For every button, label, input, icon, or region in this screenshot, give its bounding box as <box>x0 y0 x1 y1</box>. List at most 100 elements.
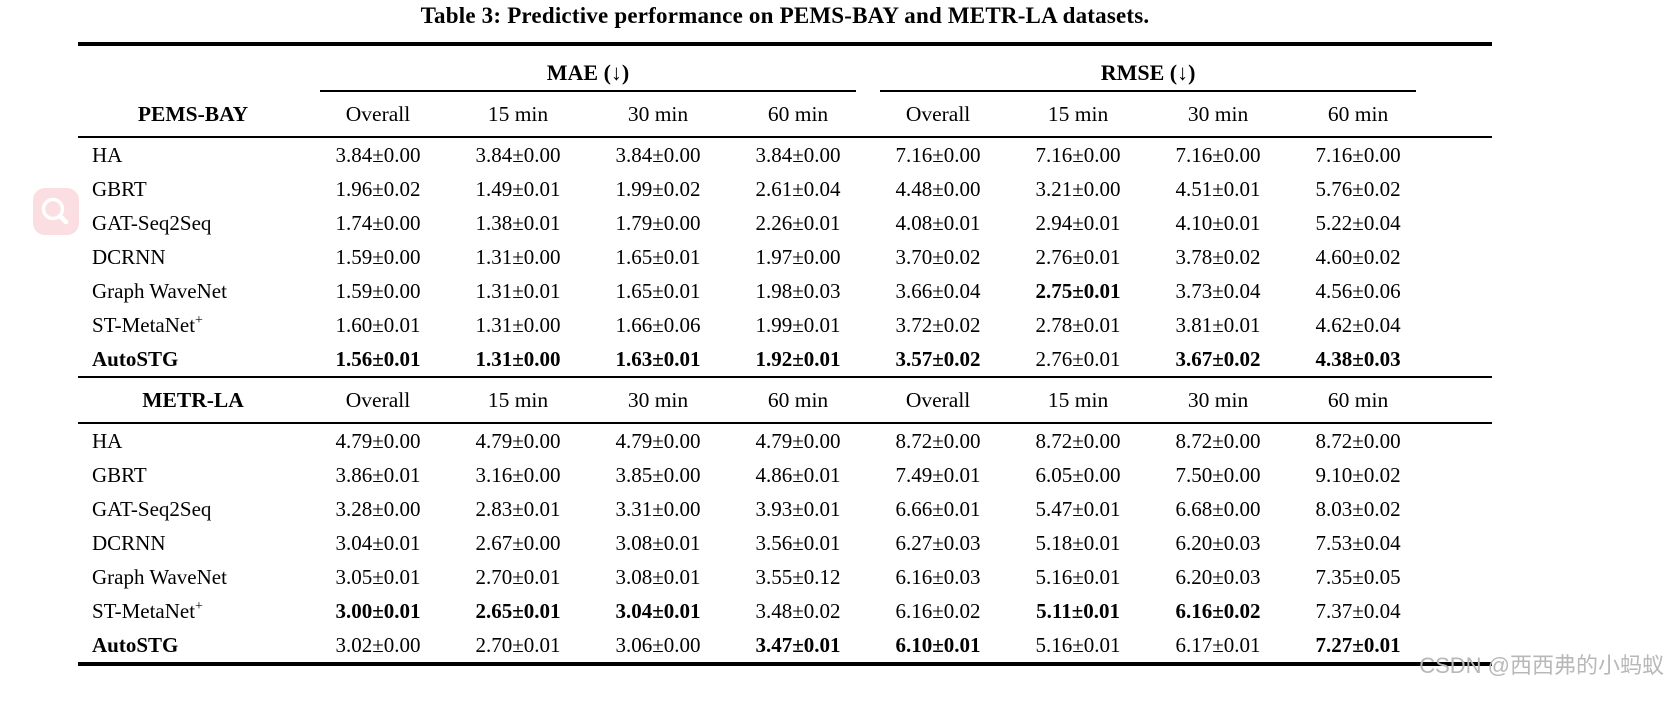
metric-cell: 7.49±0.01 <box>895 462 981 487</box>
spacer-cell <box>1428 240 1492 274</box>
table-row: HA 4.79±0.00 4.79±0.00 4.79±0.00 4.79±0.00 8.… <box>78 423 1492 458</box>
metric-cell: 5.76±0.02 <box>1315 176 1401 201</box>
metric-cell: 3.08±0.01 <box>615 564 701 589</box>
rmse-group-label: RMSE (↓) <box>880 60 1417 92</box>
metric-cell: 6.16±0.03 <box>895 564 981 589</box>
metric-cell: 4.56±0.06 <box>1315 278 1401 303</box>
metric-cell: 1.60±0.01 <box>335 312 421 337</box>
model-name-label: DCRNN <box>92 244 166 269</box>
mae-group-label: MAE (↓) <box>320 60 857 92</box>
metric-cell: 2.67±0.00 <box>475 530 561 555</box>
metric-cell: 2.75±0.01 <box>1035 278 1121 303</box>
metric-cell: 4.79±0.00 <box>335 428 421 453</box>
metric-cell: 8.72±0.00 <box>895 428 981 453</box>
metric-cell: 3.85±0.00 <box>615 462 701 487</box>
metric-cell: 3.93±0.01 <box>755 496 841 521</box>
metric-cell: 6.16±0.02 <box>1175 598 1261 623</box>
metric-cell: 1.56±0.01 <box>335 346 421 371</box>
metric-cell: 4.08±0.01 <box>895 210 981 235</box>
metric-cell: 1.98±0.03 <box>755 278 841 303</box>
model-name-label: AutoSTG <box>92 346 179 371</box>
metric-cell: 3.28±0.00 <box>335 496 421 521</box>
table-row: GBRT 1.96±0.02 1.49±0.01 1.99±0.02 2.61±0.04… <box>78 172 1492 206</box>
spacer-cell <box>1428 172 1492 206</box>
metric-cell: 1.31±0.01 <box>475 278 561 303</box>
metric-cell: 7.53±0.04 <box>1315 530 1401 555</box>
metric-group-row: MAE (↓) RMSE (↓) <box>78 44 1492 92</box>
metric-cell: 3.84±0.00 <box>335 142 421 167</box>
image-search-button[interactable] <box>33 188 79 235</box>
metric-cell: 4.51±0.01 <box>1175 176 1261 201</box>
metric-cell: 2.61±0.04 <box>755 176 841 201</box>
metric-cell: 7.50±0.00 <box>1175 462 1261 487</box>
metric-cell: 1.99±0.02 <box>615 176 701 201</box>
metric-cell: 4.79±0.00 <box>615 428 701 453</box>
model-name-cell: DCRNN <box>78 526 308 560</box>
metric-cell: 7.16±0.00 <box>1315 142 1401 167</box>
model-name-label: ST-MetaNet <box>92 598 196 623</box>
column-header: 30 min <box>588 376 728 424</box>
model-name-cell: Graph WaveNet <box>78 274 308 308</box>
metric-cell: 3.66±0.04 <box>895 278 981 303</box>
metric-cell: 3.57±0.02 <box>895 346 981 371</box>
metric-cell: 3.21±0.00 <box>1035 176 1121 201</box>
table-row: GAT-Seq2Seq 1.74±0.00 1.38±0.01 1.79±0.00 2.… <box>78 206 1492 240</box>
metric-cell: 2.78±0.01 <box>1035 312 1121 337</box>
metric-cell: 4.48±0.00 <box>895 176 981 201</box>
metric-cell: 1.49±0.01 <box>475 176 561 201</box>
metric-cell: 5.18±0.01 <box>1035 530 1121 555</box>
metric-cell: 5.22±0.04 <box>1315 210 1401 235</box>
spacer-cell <box>1428 594 1492 628</box>
metric-cell: 3.67±0.02 <box>1175 346 1261 371</box>
metric-cell: 7.16±0.00 <box>895 142 981 167</box>
column-header: 15 min <box>448 376 588 424</box>
column-header: 30 min <box>588 92 728 138</box>
metric-cell: 6.27±0.03 <box>895 530 981 555</box>
metric-cell: 3.81±0.01 <box>1175 312 1261 337</box>
metric-cell: 6.16±0.02 <box>895 598 981 623</box>
watermark: CSDN @西西弗的小蚂蚁 <box>1419 653 1664 678</box>
metric-cell: 1.65±0.01 <box>615 278 701 303</box>
model-superscript: + <box>195 312 203 328</box>
metric-cell: 1.97±0.00 <box>755 244 841 269</box>
metric-cell: 3.84±0.00 <box>475 142 561 167</box>
table-row: ST-MetaNet+ 1.60±0.01 1.31±0.00 1.66±0.06 1.… <box>78 308 1492 342</box>
model-name-cell: ST-MetaNet+ <box>78 594 308 628</box>
metric-cell: 6.20±0.03 <box>1175 564 1261 589</box>
search-icon <box>41 197 69 224</box>
metric-cell: 1.92±0.01 <box>755 346 841 371</box>
column-header: Overall <box>868 376 1009 424</box>
metric-cell: 7.35±0.05 <box>1315 564 1401 589</box>
metric-cell: 7.37±0.04 <box>1315 598 1401 623</box>
metric-cell: 1.96±0.02 <box>335 176 421 201</box>
model-superscript: + <box>195 598 203 614</box>
model-name-cell: GBRT <box>78 172 308 206</box>
metric-cell: 9.10±0.02 <box>1315 462 1401 487</box>
model-name-label: GAT-Seq2Seq <box>92 210 212 235</box>
table-row: AutoSTG 3.02±0.00 2.70±0.01 3.06±0.00 3.47±0… <box>78 628 1492 664</box>
mae-group-header: MAE (↓) <box>308 44 868 92</box>
metric-cell: 3.86±0.01 <box>335 462 421 487</box>
metric-cell: 1.74±0.00 <box>335 210 421 235</box>
metric-cell: 2.76±0.01 <box>1035 346 1121 371</box>
section-header-row: PEMS-BAY Overall 15 min 30 min 60 min Overall… <box>78 92 1493 138</box>
metric-cell: 6.20±0.03 <box>1175 530 1261 555</box>
column-header: 60 min <box>1288 376 1429 424</box>
table-row: DCRNN 1.59±0.00 1.31±0.00 1.65±0.01 1.97±0.0… <box>78 240 1492 274</box>
column-header: 15 min <box>1008 92 1149 138</box>
metric-cell: 3.47±0.01 <box>755 632 841 657</box>
metric-cell: 3.84±0.00 <box>755 142 841 167</box>
model-name-cell: GAT-Seq2Seq <box>78 206 308 240</box>
metric-cell: 8.72±0.00 <box>1315 428 1401 453</box>
column-header: 60 min <box>728 376 869 424</box>
table-row: Graph WaveNet 3.05±0.01 2.70±0.01 3.08±0.01… <box>78 560 1492 594</box>
section-header-row: METR-LA Overall 15 min 30 min 60 min Overall 1… <box>78 376 1493 424</box>
spacer-cell <box>1428 458 1492 492</box>
spacer-cell <box>1428 560 1492 594</box>
metric-cell: 2.70±0.01 <box>475 632 561 657</box>
metric-cell: 8.72±0.00 <box>1175 428 1261 453</box>
metric-cell: 7.16±0.00 <box>1035 142 1121 167</box>
metric-cell: 1.63±0.01 <box>615 346 701 371</box>
corner-cell <box>78 44 308 92</box>
model-name-label: HA <box>92 142 123 167</box>
